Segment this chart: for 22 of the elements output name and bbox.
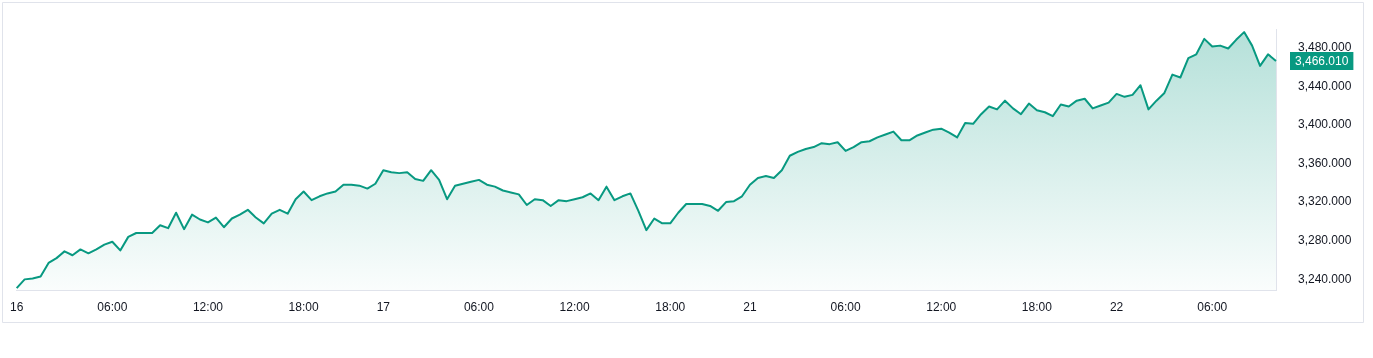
y-tick-label: 3,480.000 bbox=[1298, 39, 1352, 54]
y-tick-label: 3,360.000 bbox=[1298, 155, 1352, 170]
text: 3,466.010 bbox=[1295, 53, 1349, 68]
x-tick-label: 16 bbox=[9, 299, 24, 314]
y-tick-label: 3,280.000 bbox=[1298, 233, 1352, 248]
y-tick-label: 3,320.000 bbox=[1298, 194, 1352, 209]
x-tick-label: 06:00 bbox=[463, 299, 495, 314]
x-tick-label: 06:00 bbox=[830, 299, 861, 314]
x-tick-label: 06:00 bbox=[97, 299, 128, 314]
x-tick-label: 21 bbox=[743, 299, 757, 314]
x-tick-label: 06:00 bbox=[1197, 299, 1228, 314]
y-tick-label: 3,440.000 bbox=[1298, 78, 1352, 93]
x-tick-label: 12:00 bbox=[559, 299, 590, 314]
x-tick-label: 12:00 bbox=[926, 299, 957, 314]
x-tick-label: 18:00 bbox=[655, 299, 686, 314]
y-tick-label: 3,240.000 bbox=[1298, 271, 1352, 286]
x-tick-label: 18:00 bbox=[288, 299, 319, 314]
x-tick-label: 22 bbox=[1109, 299, 1124, 314]
x-tick-label: 18:00 bbox=[1021, 299, 1053, 314]
x-tick-label: 12:00 bbox=[192, 299, 224, 314]
y-tick-label: 3,400.000 bbox=[1298, 117, 1352, 132]
x-tick-label: 17 bbox=[376, 299, 391, 314]
